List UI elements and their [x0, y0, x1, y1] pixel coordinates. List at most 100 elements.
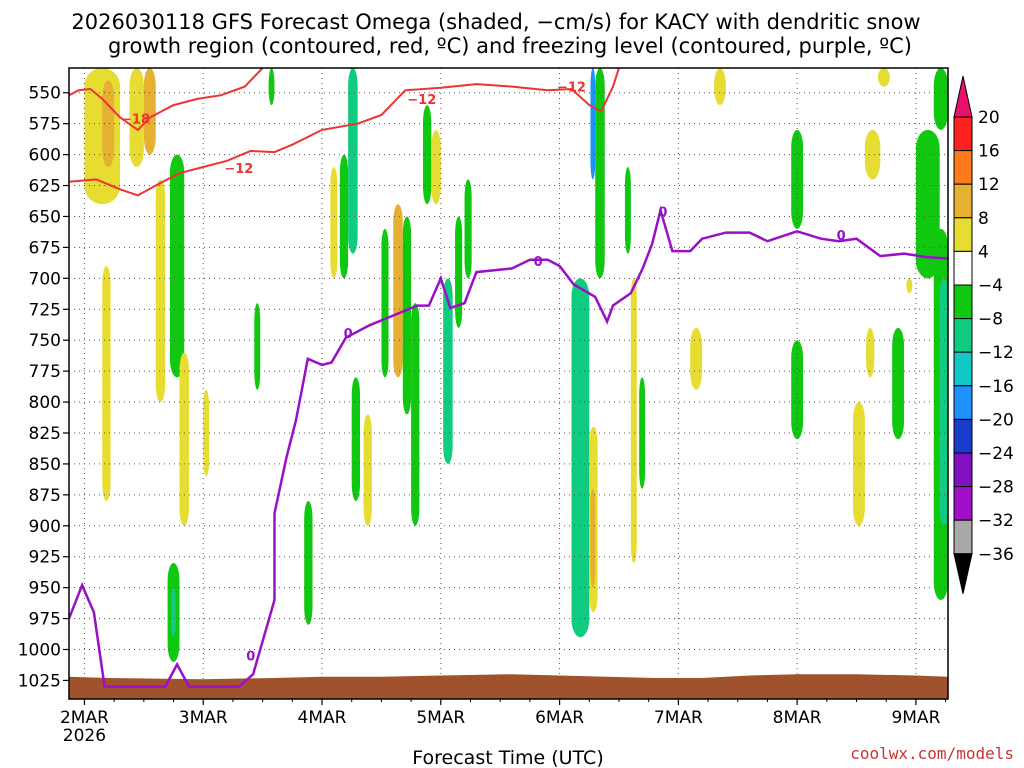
x-tick-label-6: 8MAR: [773, 708, 822, 728]
colorbar-label-3: 8: [978, 209, 989, 229]
y-axis: 550 575 600 625 650 675 700 725 750 775 800 825 850 8…: [18, 84, 69, 691]
omega-region-14: [330, 166, 338, 279]
omega-region-12: [268, 68, 275, 106]
colorbar-top-arrow: [953, 75, 973, 118]
y-tick-label-11: 825: [29, 424, 61, 444]
omega-region-34: [630, 278, 637, 563]
omega-region-20: [393, 204, 403, 378]
dgz-label-0: −18: [121, 113, 150, 128]
colorbar-segment-3: [953, 217, 973, 252]
omega-region-35: [639, 377, 646, 489]
y-tick-label-2: 600: [29, 146, 61, 166]
dgz-contour-0: [69, 68, 264, 132]
omega-region-21: [402, 216, 412, 415]
x-tick-label-5: 7MAR: [654, 708, 703, 728]
x-tick-label-7: 9MAR: [891, 708, 940, 728]
colorbar-segment-6: [953, 318, 973, 353]
plot-frame: [68, 67, 949, 700]
omega-region-4: [102, 265, 111, 502]
y-tick-label-14: 900: [29, 517, 61, 537]
colorbar-segment-8: [953, 385, 973, 420]
omega-region-18: [363, 414, 372, 526]
omega-region-24: [431, 129, 441, 205]
dgz-contour-1: [69, 68, 620, 197]
freezing-label-2: 0: [534, 255, 543, 270]
x-tick-label-0: 2MAR: [60, 708, 109, 728]
y-tick-label-17: 975: [29, 610, 61, 630]
contour-lines: [69, 68, 948, 688]
omega-region-16: [348, 68, 358, 254]
omega-region-9: [179, 352, 189, 526]
omega-region-26: [455, 216, 463, 328]
freezing-label-0: 0: [246, 650, 255, 665]
omega-region-2: [129, 68, 144, 167]
colorbar-label-13: −36: [978, 545, 1014, 565]
y-tick-label-9: 775: [29, 362, 61, 382]
colorbar-label-12: −32: [978, 511, 1014, 531]
omega-region-8: [171, 587, 176, 638]
omega-region-48: [939, 278, 948, 526]
colorbar: 20 16 12 8 4 −4 −8 −12 −16 −20 −24 −28 −32 −36: [953, 75, 1014, 594]
omega-region-27: [464, 179, 472, 279]
y-tick-label-16: 950: [29, 579, 61, 599]
freezing-label-1: 0: [344, 327, 353, 342]
omega-region-13: [304, 501, 313, 625]
terrain-fill: [69, 674, 948, 699]
colorbar-label-10: −24: [978, 444, 1014, 464]
dgz-label-1: −12: [224, 162, 253, 177]
colorbar-bottom-arrow: [953, 553, 973, 594]
colorbar-segment-5: [953, 284, 973, 320]
omega-region-45: [906, 278, 913, 294]
omega-region-40: [852, 402, 865, 526]
colorbar-label-11: −28: [978, 478, 1014, 498]
omega-region-46: [915, 129, 940, 279]
omega-region-41: [866, 327, 875, 378]
omega-region-36: [690, 327, 703, 390]
omega-region-33: [624, 166, 631, 254]
y-tick-label-8: 750: [29, 331, 61, 351]
omega-region-44: [892, 327, 905, 440]
colorbar-label-5: −4: [978, 276, 1003, 296]
omega-region-28: [571, 278, 590, 638]
omega-region-5: [155, 179, 166, 403]
y-tick-label-19: 1025: [18, 671, 61, 691]
omega-region-31: [595, 68, 605, 279]
colorbar-segment-11: [953, 486, 973, 521]
chart-title-line2: growth region (contoured, red, ºC) and f…: [108, 34, 912, 58]
dgz-label-3: −12: [557, 81, 586, 96]
colorbar-segment-10: [953, 452, 973, 488]
colorbar-segment-2: [953, 183, 973, 219]
y-tick-label-12: 850: [29, 455, 61, 475]
y-tick-label-4: 650: [29, 207, 61, 227]
y-tick-label-6: 700: [29, 269, 61, 289]
freezing-label-4: 0: [837, 229, 846, 244]
contour-labels: −18 −12 −12 −12 0 0 0 0 0: [121, 81, 846, 665]
x-tick-label-4: 6MAR: [535, 708, 584, 728]
omega-region-22: [411, 303, 420, 526]
omega-region-43: [877, 68, 890, 87]
colorbar-segment-12: [953, 519, 973, 555]
omega-region-6: [169, 154, 185, 378]
x-axis-label: Forecast Time (UTC): [412, 747, 603, 768]
omega-region-30: [590, 488, 596, 588]
omega-region-17: [351, 377, 361, 502]
colorbar-segment-1: [953, 150, 973, 185]
colorbar-label-6: −8: [978, 310, 1003, 330]
colorbar-segment-0: [953, 116, 973, 152]
colorbar-label-8: −16: [978, 377, 1014, 397]
omega-shading: [84, 68, 948, 662]
plot-background: [69, 68, 948, 699]
omega-region-11: [254, 303, 261, 390]
credit-label: coolwx.com/models: [850, 744, 1014, 763]
omega-region-15: [339, 154, 349, 279]
y-tick-label-3: 625: [29, 177, 61, 197]
dgz-label-2: −12: [407, 93, 436, 108]
terrain-surface: [69, 674, 948, 699]
omega-region-23: [422, 105, 432, 205]
colorbar-label-0: 20: [978, 108, 1000, 128]
colorbar-label-7: −12: [978, 343, 1014, 363]
colorbar-label-9: −20: [978, 410, 1014, 430]
freezing-label-3: 0: [658, 206, 667, 221]
